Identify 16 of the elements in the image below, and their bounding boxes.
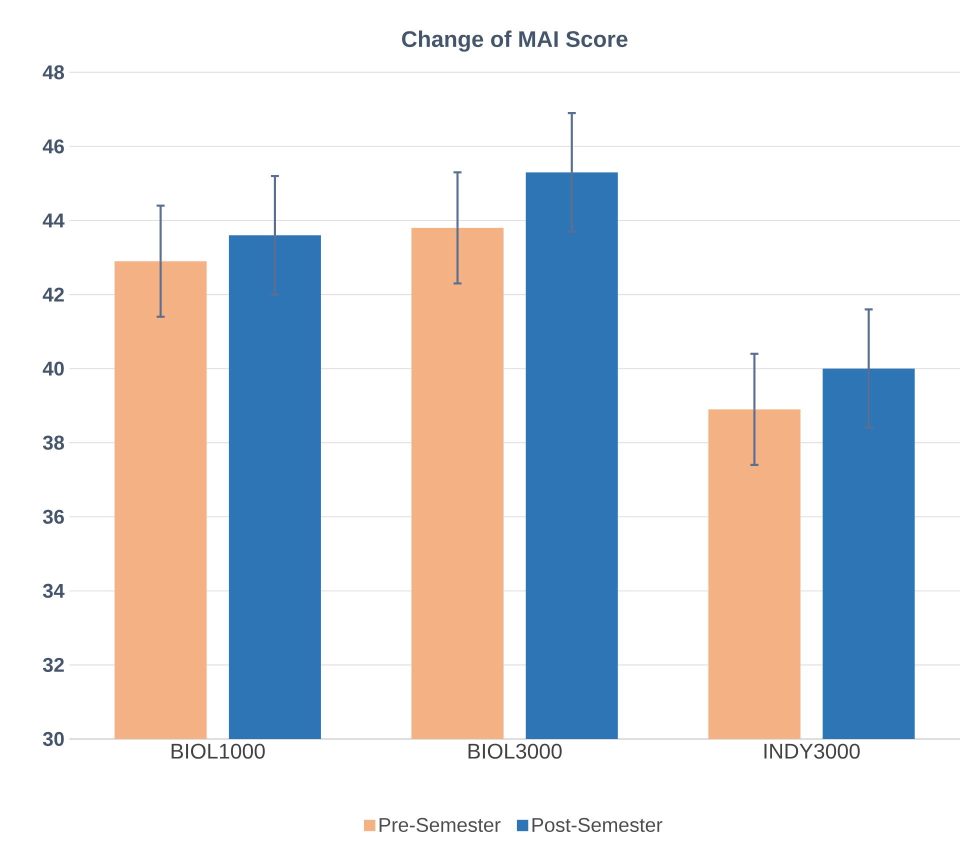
y-tick-label: 42 xyxy=(42,288,64,302)
x-tick-label: BIOL3000 xyxy=(468,744,562,759)
y-tick-label: 44 xyxy=(42,214,65,228)
y-tick-label: 46 xyxy=(42,139,64,154)
x-tick-label: INDY3000 xyxy=(764,744,860,759)
y-tick-label: 36 xyxy=(42,510,64,524)
y-tick-label: 30 xyxy=(42,732,64,746)
y-tick-label: 38 xyxy=(42,436,64,450)
legend-label: Pre-Semester xyxy=(380,818,501,832)
y-tick-label: 32 xyxy=(42,658,64,672)
y-tick-label: 34 xyxy=(42,584,65,598)
chart-title: Change of MAI Score xyxy=(402,30,628,52)
legend-label: Post-Semester xyxy=(532,818,662,832)
y-tick-label: 40 xyxy=(42,362,64,376)
x-tick-label: BIOL1000 xyxy=(172,744,265,759)
y-tick-label: 48 xyxy=(42,65,64,80)
